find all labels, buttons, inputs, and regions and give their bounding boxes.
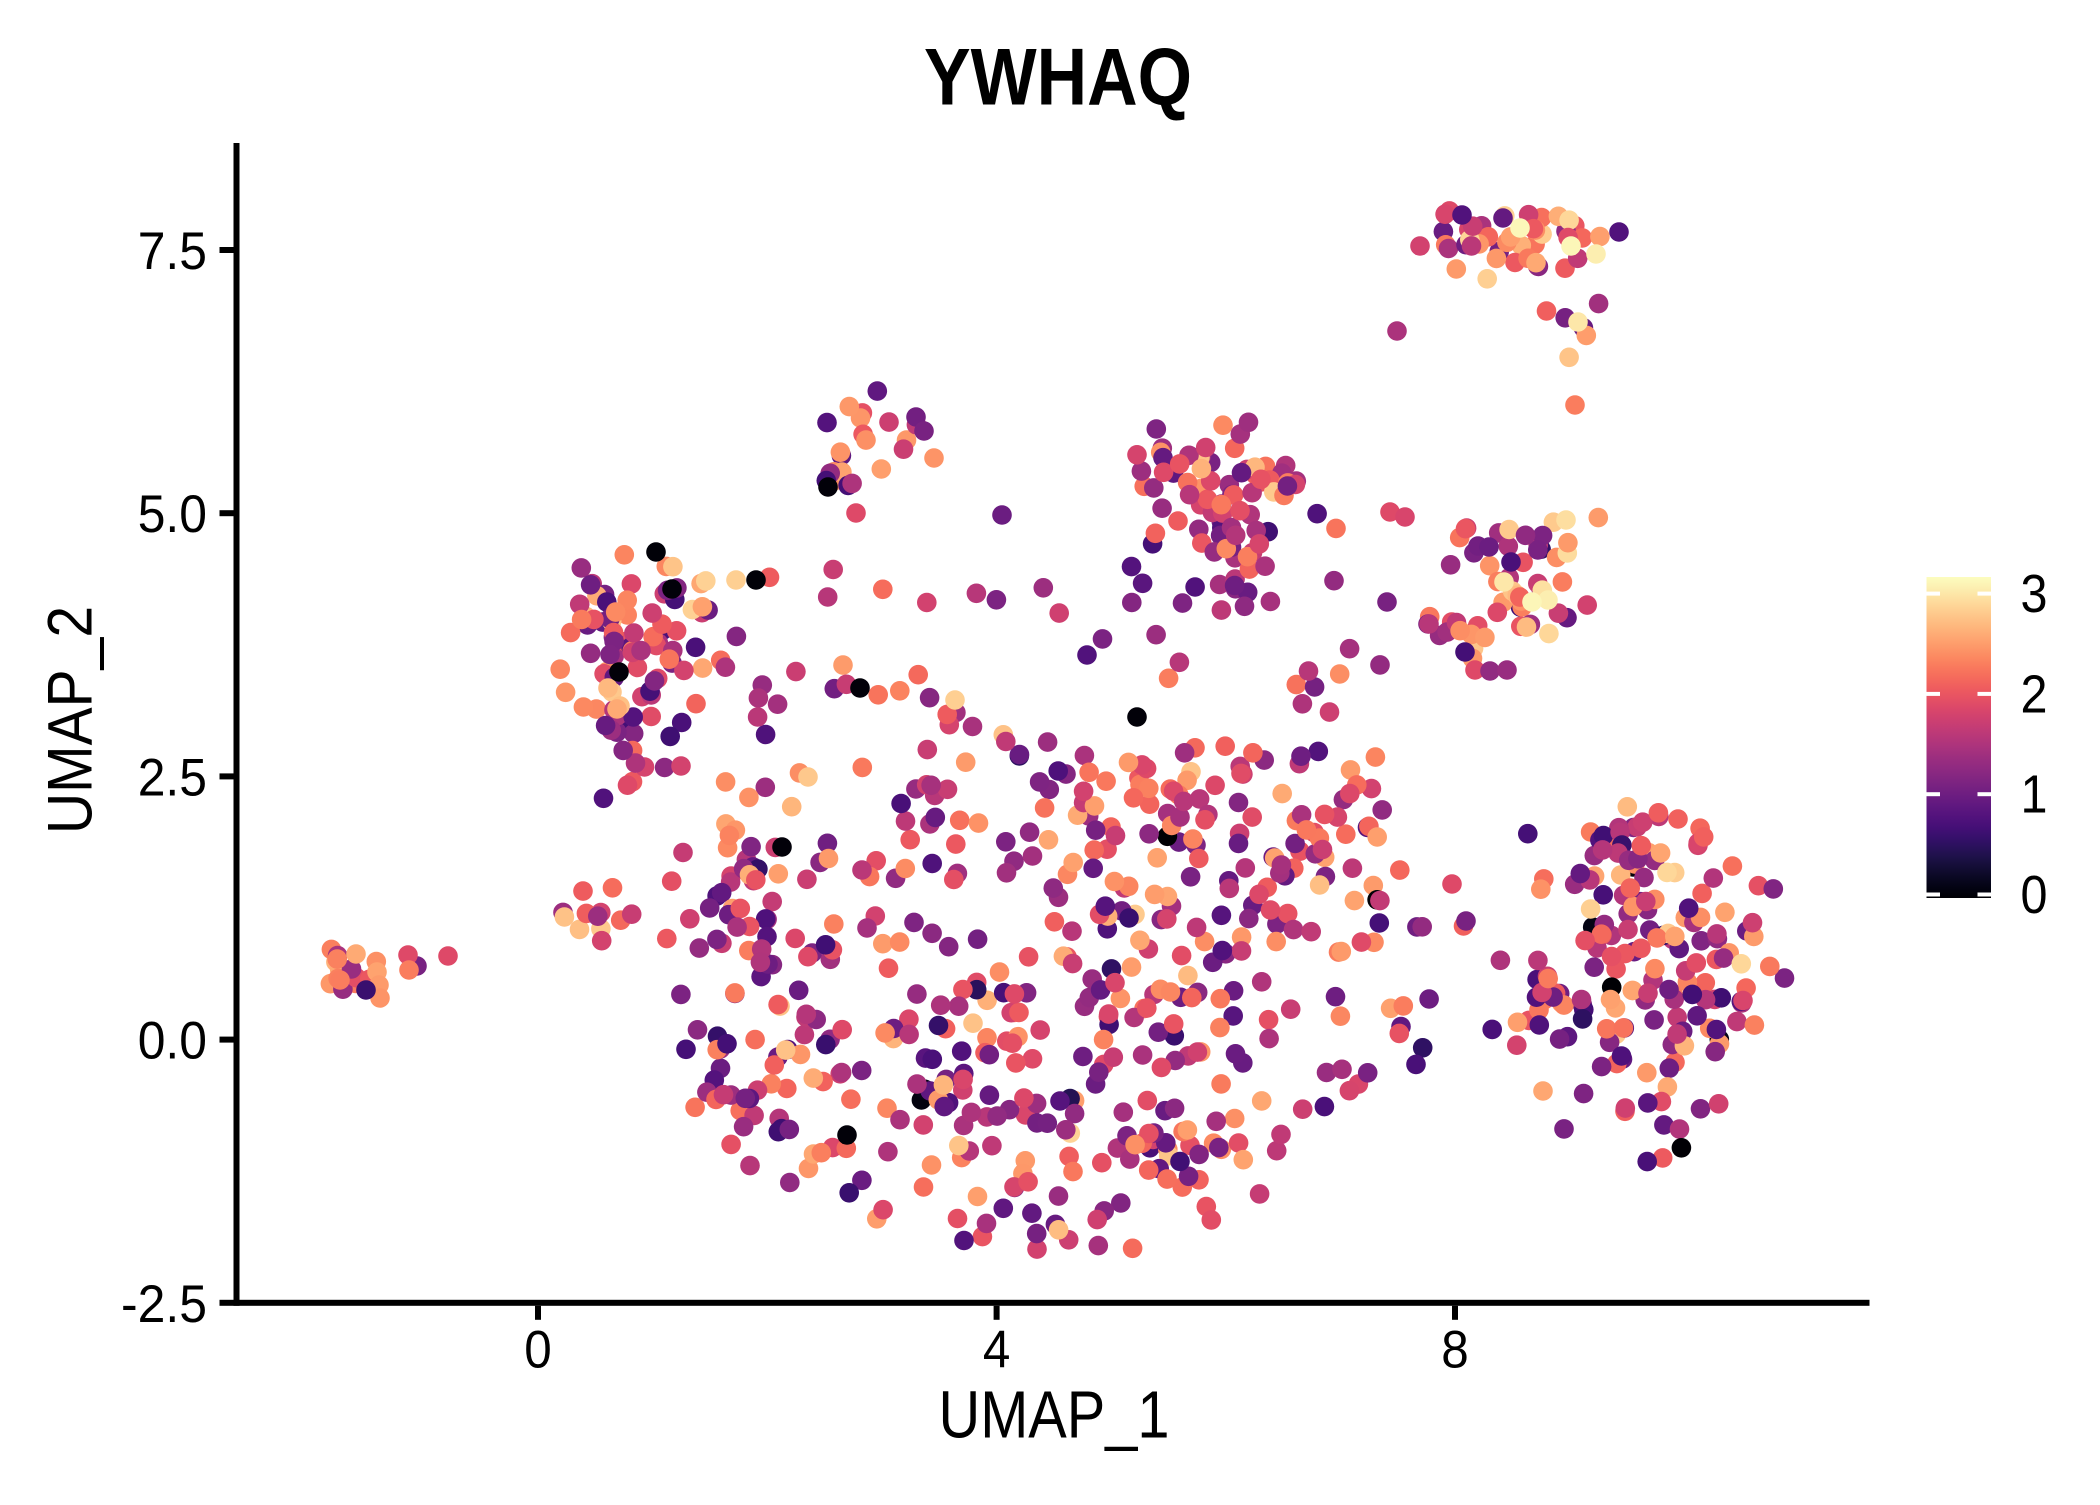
svg-text:5.0: 5.0 [138, 485, 207, 544]
svg-text:UMAP_2: UMAP_2 [35, 606, 105, 834]
svg-text:4: 4 [983, 1320, 1011, 1379]
svg-text:0: 0 [2021, 865, 2048, 925]
svg-text:-2.5: -2.5 [121, 1275, 207, 1334]
svg-text:3: 3 [2021, 564, 2048, 624]
svg-text:7.5: 7.5 [138, 222, 207, 281]
svg-text:UMAP_1: UMAP_1 [939, 1379, 1170, 1453]
svg-text:2.5: 2.5 [138, 748, 207, 807]
svg-text:1: 1 [2021, 765, 2048, 825]
svg-text:0.0: 0.0 [138, 1012, 207, 1071]
svg-text:0: 0 [524, 1320, 552, 1379]
svg-text:YWHAQ: YWHAQ [924, 33, 1192, 123]
svg-text:2: 2 [2021, 664, 2048, 724]
svg-text:8: 8 [1441, 1320, 1469, 1379]
